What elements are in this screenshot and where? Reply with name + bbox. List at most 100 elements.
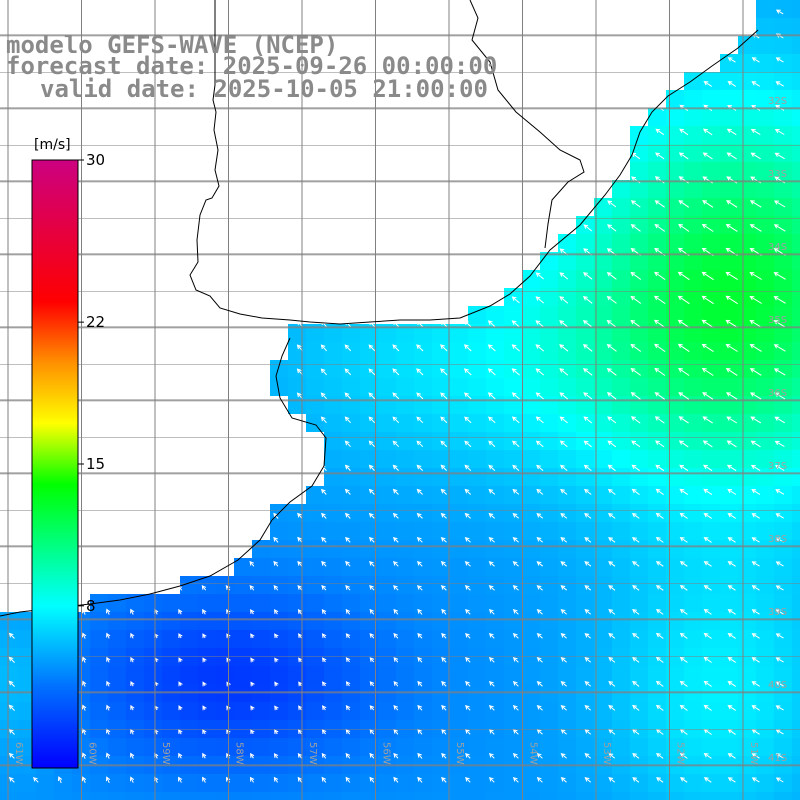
- field-cell: [594, 342, 612, 360]
- field-cell: [306, 558, 324, 576]
- field-cell: [774, 162, 792, 180]
- field-cell: [0, 612, 18, 630]
- field-cell: [378, 324, 396, 342]
- wind-arrow: [536, 488, 544, 495]
- wind-arrow: [630, 224, 641, 232]
- field-cell: [684, 594, 702, 612]
- wind-arrow: [725, 343, 738, 352]
- wind-arrow: [536, 680, 543, 687]
- field-cell: [342, 666, 360, 684]
- field-cell: [108, 720, 126, 738]
- wind-arrow: [392, 512, 399, 519]
- field-cell: [774, 252, 792, 270]
- field-cell: [594, 486, 612, 504]
- wind-arrow: [416, 560, 423, 567]
- field-cell: [630, 450, 648, 468]
- field-cell: [468, 702, 486, 720]
- wind-arrow: [584, 585, 592, 591]
- wind-arrow: [701, 295, 714, 305]
- field-cell: [594, 594, 612, 612]
- field-cell: [756, 18, 774, 36]
- field-cell: [540, 612, 558, 630]
- wind-arrow: [202, 729, 207, 735]
- field-cell: [666, 702, 684, 720]
- field-cell: [324, 612, 342, 630]
- field-cell: [324, 558, 342, 576]
- field-cell: [234, 666, 252, 684]
- field-cell: [234, 720, 252, 738]
- field-cell: [522, 306, 540, 324]
- wind-arrow: [630, 200, 641, 208]
- field-cell: [414, 594, 432, 612]
- field-cell: [792, 396, 800, 414]
- field-cell: [432, 378, 450, 396]
- wind-arrow: [773, 320, 786, 328]
- field-cell: [666, 594, 684, 612]
- wind-arrow: [464, 392, 472, 400]
- wind-arrow: [679, 537, 688, 543]
- field-cell: [666, 162, 684, 180]
- field-cell: [720, 324, 738, 342]
- field-cell: [378, 558, 396, 576]
- wind-arrow: [725, 368, 738, 376]
- field-cell: [720, 414, 738, 432]
- field-cell: [378, 720, 396, 738]
- field-cell: [594, 558, 612, 576]
- wind-arrow: [727, 753, 736, 759]
- field-cell: [450, 630, 468, 648]
- field-cell: [396, 342, 414, 360]
- field-cell: [630, 666, 648, 684]
- field-cell: [342, 450, 360, 468]
- wind-arrow: [511, 440, 520, 448]
- wind-arrow: [416, 536, 423, 543]
- field-cell: [180, 666, 198, 684]
- field-cell: [396, 522, 414, 540]
- wind-arrow: [392, 416, 400, 424]
- field-cell: [756, 432, 774, 450]
- field-cell: [594, 288, 612, 306]
- wind-arrow: [368, 440, 375, 448]
- wind-arrow: [417, 752, 423, 759]
- field-cell: [522, 288, 540, 306]
- field-cell: [198, 594, 216, 612]
- wind-arrow: [703, 81, 712, 87]
- wind-arrow: [130, 752, 135, 759]
- field-cell: [450, 414, 468, 432]
- field-cell: [216, 594, 234, 612]
- wind-arrow: [345, 681, 351, 687]
- field-cell: [486, 792, 504, 800]
- field-cell: [378, 540, 396, 558]
- field-cell: [54, 792, 72, 800]
- wind-arrow: [274, 633, 279, 639]
- field-cell: [504, 306, 522, 324]
- wind-arrow: [297, 536, 303, 543]
- field-cell: [666, 486, 684, 504]
- wind-arrow: [512, 656, 519, 663]
- wind-arrow: [654, 416, 665, 424]
- field-cell: [180, 738, 198, 756]
- field-cell: [648, 162, 666, 180]
- wind-arrow: [560, 488, 568, 495]
- field-cell: [324, 540, 342, 558]
- field-cell: [234, 612, 252, 630]
- field-cell: [396, 450, 414, 468]
- field-cell: [468, 432, 486, 450]
- field-cell: [522, 576, 540, 594]
- field-cell: [576, 594, 594, 612]
- wind-arrow: [106, 752, 111, 759]
- field-cell: [684, 306, 702, 324]
- field-cell: [396, 414, 414, 432]
- field-cell: [540, 738, 558, 756]
- field-cell: [774, 180, 792, 198]
- wind-arrow: [632, 680, 640, 687]
- colorbar-gradient: [31, 159, 79, 769]
- wind-arrow: [703, 537, 712, 543]
- wind-arrow: [703, 656, 712, 663]
- field-cell: [774, 738, 792, 756]
- field-cell: [594, 432, 612, 450]
- wind-arrow: [274, 609, 279, 615]
- field-cell: [558, 738, 576, 756]
- field-cell: [720, 252, 738, 270]
- wind-arrow: [774, 128, 785, 135]
- field-cell: [630, 648, 648, 666]
